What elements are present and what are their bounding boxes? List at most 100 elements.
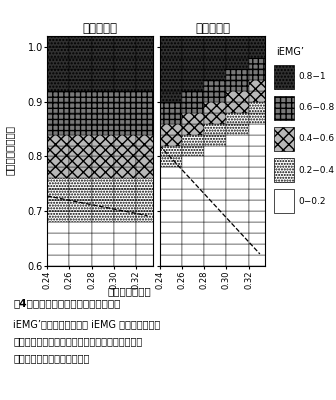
Bar bbox=[160, 189, 182, 200]
Bar bbox=[47, 168, 69, 178]
Text: 0.8−1: 0.8−1 bbox=[299, 72, 326, 81]
Bar bbox=[114, 58, 136, 69]
Text: 誕引線高さ身長比: 誕引線高さ身長比 bbox=[5, 125, 15, 175]
Text: 力負担が大きいことを示す。: 力負担が大きいことを示す。 bbox=[13, 353, 90, 363]
Bar bbox=[47, 134, 69, 146]
Bar bbox=[69, 233, 92, 244]
Bar bbox=[160, 156, 182, 168]
Bar bbox=[182, 124, 204, 134]
Bar bbox=[182, 200, 204, 211]
Bar bbox=[136, 168, 159, 178]
Bar bbox=[114, 47, 136, 58]
Bar bbox=[136, 36, 159, 47]
Bar bbox=[226, 168, 249, 178]
Bar bbox=[92, 189, 114, 200]
Bar bbox=[136, 113, 159, 124]
Bar bbox=[274, 65, 294, 88]
Bar bbox=[92, 146, 114, 156]
Bar bbox=[226, 113, 249, 124]
Text: 0−0.2: 0−0.2 bbox=[299, 197, 326, 206]
Bar bbox=[69, 134, 92, 146]
Bar bbox=[204, 189, 226, 200]
Bar bbox=[114, 146, 136, 156]
Bar bbox=[114, 255, 136, 266]
Bar bbox=[92, 178, 114, 189]
Bar bbox=[182, 102, 204, 113]
Bar bbox=[182, 69, 204, 80]
Text: 0.6−0.8: 0.6−0.8 bbox=[299, 103, 335, 112]
Bar bbox=[69, 47, 92, 58]
Bar bbox=[136, 134, 159, 146]
Bar bbox=[47, 102, 69, 113]
Text: 小値を揃えて平均したもの。数値が大きいほど筋: 小値を揃えて平均したもの。数値が大きいほど筋 bbox=[13, 336, 143, 346]
Bar bbox=[136, 211, 159, 222]
Text: 図4　誕引線の位置と筋力負担の関係: 図4 誕引線の位置と筋力負担の関係 bbox=[13, 298, 121, 308]
Bar bbox=[182, 244, 204, 255]
Bar bbox=[92, 168, 114, 178]
Bar bbox=[204, 113, 226, 124]
Bar bbox=[226, 156, 249, 168]
Bar bbox=[136, 146, 159, 156]
Bar bbox=[47, 200, 69, 211]
Bar bbox=[136, 124, 159, 134]
Bar bbox=[47, 113, 69, 124]
Bar bbox=[136, 69, 159, 80]
Bar bbox=[47, 255, 69, 266]
Bar bbox=[204, 200, 226, 211]
Bar bbox=[160, 244, 182, 255]
Bar bbox=[69, 168, 92, 178]
Bar bbox=[204, 156, 226, 168]
Bar bbox=[182, 58, 204, 69]
Bar bbox=[47, 211, 69, 222]
Bar bbox=[69, 189, 92, 200]
Bar bbox=[204, 69, 226, 80]
Bar bbox=[92, 58, 114, 69]
Bar bbox=[47, 222, 69, 233]
Bar bbox=[182, 36, 204, 47]
Bar bbox=[204, 255, 226, 266]
Bar bbox=[204, 211, 226, 222]
Bar bbox=[226, 255, 249, 266]
Bar bbox=[92, 134, 114, 146]
Bar bbox=[114, 124, 136, 134]
Bar bbox=[47, 36, 69, 47]
Bar bbox=[47, 69, 69, 80]
Bar bbox=[204, 36, 226, 47]
Bar bbox=[204, 233, 226, 244]
Bar bbox=[136, 255, 159, 266]
Bar bbox=[114, 189, 136, 200]
Title: 僧帽筋上部: 僧帽筋上部 bbox=[82, 22, 118, 35]
Bar bbox=[69, 69, 92, 80]
Bar bbox=[204, 178, 226, 189]
Bar bbox=[249, 233, 271, 244]
Bar bbox=[114, 200, 136, 211]
Bar bbox=[204, 102, 226, 113]
Bar bbox=[47, 178, 69, 189]
Bar bbox=[160, 168, 182, 178]
Bar bbox=[226, 102, 249, 113]
Bar bbox=[92, 80, 114, 91]
Bar bbox=[226, 134, 249, 146]
Bar bbox=[160, 178, 182, 189]
Bar bbox=[249, 80, 271, 91]
Bar bbox=[69, 200, 92, 211]
Bar bbox=[160, 222, 182, 233]
Bar bbox=[136, 102, 159, 113]
Bar bbox=[160, 233, 182, 244]
Bar bbox=[114, 211, 136, 222]
Bar bbox=[69, 156, 92, 168]
Bar bbox=[114, 91, 136, 102]
Bar bbox=[160, 58, 182, 69]
Bar bbox=[47, 80, 69, 91]
Bar bbox=[92, 47, 114, 58]
Bar bbox=[47, 233, 69, 244]
Bar bbox=[114, 156, 136, 168]
Bar bbox=[249, 91, 271, 102]
Bar bbox=[249, 134, 271, 146]
Bar bbox=[226, 222, 249, 233]
Bar bbox=[92, 69, 114, 80]
Bar bbox=[160, 91, 182, 102]
Bar bbox=[182, 222, 204, 233]
Bar bbox=[226, 244, 249, 255]
Bar bbox=[274, 158, 294, 182]
